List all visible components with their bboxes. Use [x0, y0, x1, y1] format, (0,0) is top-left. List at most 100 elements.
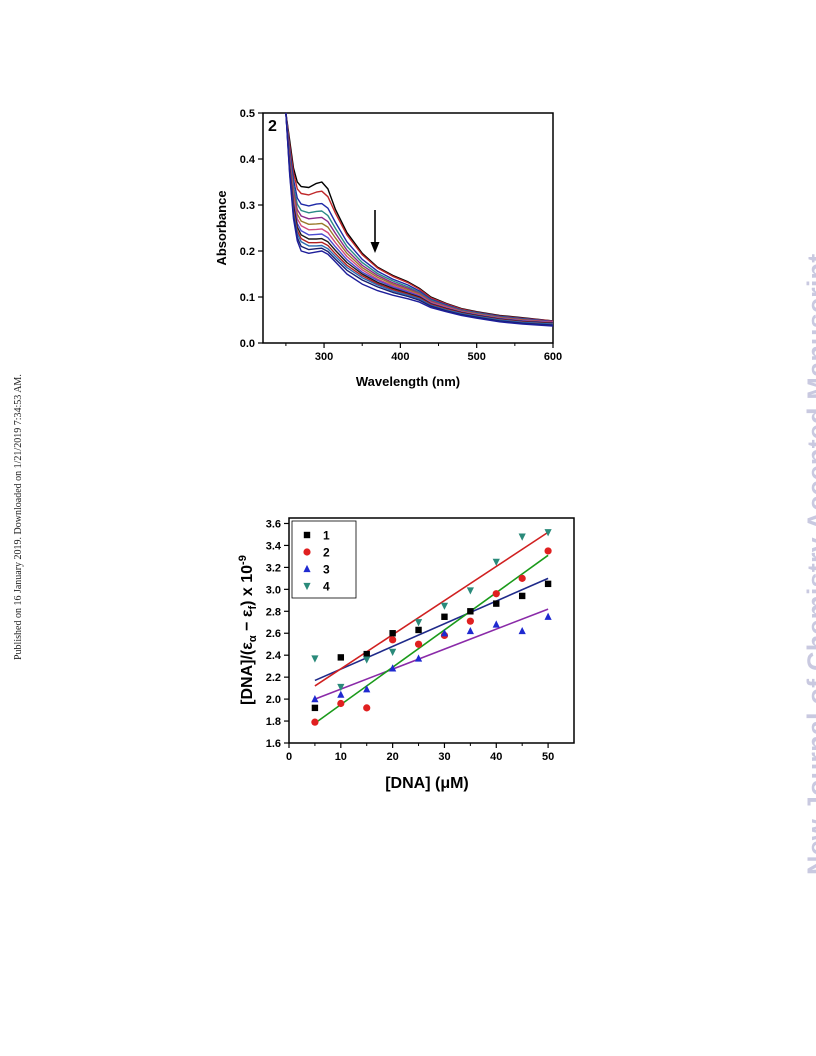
- legend-label-3: 3: [323, 563, 330, 577]
- legend-label-1: 1: [323, 529, 330, 543]
- spectrum-line-2: [285, 112, 554, 322]
- x-tick-label: 500: [468, 351, 486, 363]
- arrow-head: [370, 242, 380, 253]
- x-tick-label: 50: [542, 751, 554, 763]
- y-tick-label: 2.2: [266, 672, 281, 684]
- legend-label-4: 4: [323, 580, 330, 594]
- absorbance-chart-ticks: 300 400 500 600 0.0 0.1 0.2 0.3 0.4 0.5: [240, 108, 562, 363]
- y-tick-label: 2.4: [266, 650, 282, 662]
- data-point-series-2: [337, 699, 345, 708]
- legend-marker-2: [303, 548, 311, 556]
- data-point-series-2: [414, 640, 423, 648]
- data-point-series-4: [337, 683, 345, 692]
- spectrum-line-3: [285, 112, 554, 323]
- fit-line-4: [314, 554, 549, 724]
- data-point-series-3: [311, 694, 319, 703]
- y-tick-label: 3.0: [266, 584, 281, 596]
- data-point-series-2: [389, 636, 397, 644]
- legend-marker-4: [303, 582, 311, 591]
- fit-line-3: [314, 608, 549, 700]
- data-point-series-2: [544, 547, 552, 555]
- y-tick-label: 3.6: [266, 518, 281, 530]
- absorbance-series-group: [285, 112, 554, 327]
- data-point-series-4: [544, 529, 552, 537]
- scatter-chart-ticks: 0 10 20 30 40 50 1.6 1.8 2.0 2.2 2.4 2.6 2.8 3.0 3.2 3.…: [266, 518, 555, 763]
- data-point-series-2: [492, 590, 500, 598]
- panel-label: 2: [268, 118, 277, 135]
- y-tick-label: 2.0: [266, 694, 281, 706]
- scatter-chart-frame: [288, 517, 575, 744]
- spectrum-line-11: [285, 112, 554, 325]
- data-point-series-4: [311, 655, 319, 663]
- fit-line-1: [314, 577, 549, 682]
- fit-lines-group: [314, 531, 549, 724]
- y-axis-label: [DNA]/(εα − εf) x 10-9: [237, 555, 259, 705]
- data-point-series-2: [363, 704, 371, 712]
- y-axis-label: Absorbance: [214, 190, 229, 265]
- y-tick-label: 0.2: [240, 246, 255, 258]
- data-point-series-4: [518, 533, 526, 541]
- data-point-series-4: [466, 587, 474, 595]
- data-point-series-1: [518, 592, 526, 600]
- data-point-series-2: [311, 718, 319, 726]
- spectrum-line-12: [285, 112, 554, 326]
- legend-marker-1: [303, 531, 311, 539]
- y-tick-label: 2.8: [266, 606, 281, 618]
- data-point-series-4: [363, 656, 371, 664]
- data-point-series-4: [389, 648, 397, 657]
- x-tick-label: 300: [315, 351, 333, 363]
- absorbance-chart-frame: [262, 112, 554, 344]
- x-tick-label: 0: [286, 751, 292, 763]
- data-point-series-4: [440, 602, 449, 610]
- data-point-series-3: [337, 690, 345, 698]
- legend-box: [291, 520, 357, 599]
- x-tick-label: 30: [438, 751, 450, 763]
- y-tick-label: 0.0: [240, 338, 255, 350]
- x-tick-label: 20: [387, 751, 399, 763]
- y-tick-label: 0.3: [240, 200, 255, 212]
- data-point-series-1: [441, 613, 448, 620]
- fit-line-2: [314, 531, 549, 687]
- data-point-series-3: [440, 629, 449, 637]
- data-point-series-3: [492, 620, 500, 628]
- data-point-series-3: [466, 626, 474, 635]
- data-point-series-1: [493, 600, 500, 607]
- y-tick-label: 0.5: [240, 108, 255, 120]
- data-point-series-4: [414, 619, 423, 627]
- y-tick-label: 0.1: [240, 292, 255, 304]
- data-point-series-1: [415, 626, 422, 634]
- y-tick-label: 1.8: [266, 716, 281, 728]
- data-point-series-1: [337, 654, 345, 661]
- data-point-series-3: [389, 664, 397, 672]
- x-tick-label: 600: [544, 351, 562, 363]
- decrease-arrow: [370, 210, 380, 253]
- spectrum-line-13: [285, 112, 554, 327]
- y-tick-label: 0.4: [240, 154, 256, 166]
- data-point-series-3: [544, 612, 552, 620]
- data-point-series-3: [518, 626, 526, 635]
- data-point-series-2: [518, 574, 526, 582]
- data-point-series-1: [311, 704, 319, 712]
- x-tick-label: 40: [490, 751, 502, 763]
- dna-binding-scatter-chart: 0 10 20 30 40 50 1.6 1.8 2.0 2.2 2.4 2.6 2.8 3.0 3.2 3.…: [237, 517, 575, 792]
- data-point-series-2: [466, 617, 474, 625]
- x-axis-label: Wavelength (nm): [356, 374, 460, 389]
- data-point-series-4: [492, 558, 500, 567]
- x-tick-label: 400: [391, 351, 409, 363]
- data-point-series-1: [363, 650, 370, 658]
- data-point-series-3: [414, 654, 423, 662]
- y-axis-label-group: [DNA]/(εα − εf) x 10-9: [237, 555, 259, 705]
- absorbance-spectra-chart: 300 400 500 600 0.0 0.1 0.2 0.3 0.4 0.5 2 Wavelen…: [214, 108, 562, 389]
- data-point-series-1: [389, 630, 396, 637]
- x-axis-label: [DNA] (μM): [385, 775, 469, 792]
- y-tick-label: 3.2: [266, 562, 281, 574]
- legend: 1 2 3 4: [291, 520, 357, 599]
- data-point-series-1: [544, 580, 552, 588]
- y-tick-label: 1.6: [266, 738, 281, 750]
- data-point-series-3: [363, 685, 371, 693]
- legend-label-2: 2: [323, 546, 330, 560]
- data-point-series-1: [467, 608, 474, 615]
- x-tick-label: 10: [335, 751, 347, 763]
- legend-marker-3: [303, 564, 311, 573]
